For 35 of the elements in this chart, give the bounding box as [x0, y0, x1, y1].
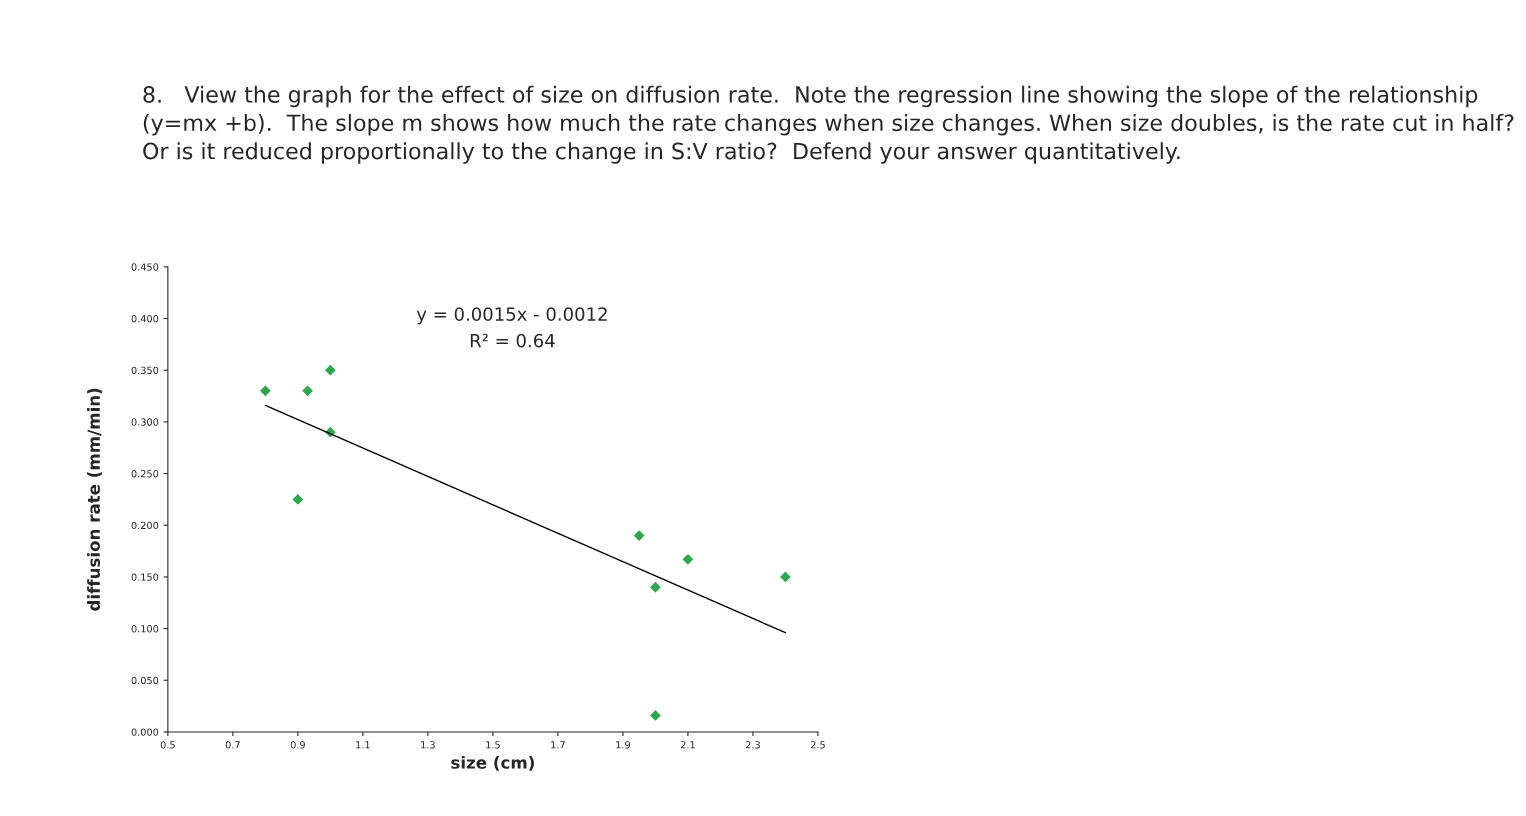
y-tick-label: 0.250	[131, 470, 159, 478]
x-tick-label: 1.7	[551, 741, 565, 749]
x-tick-label: 1.3	[421, 741, 435, 749]
x-tick-label: 1.1	[356, 741, 370, 749]
x-tick-label: 1.9	[616, 741, 630, 749]
y-tick-label: 0.150	[131, 573, 159, 581]
point	[325, 364, 336, 376]
point	[292, 494, 304, 505]
point	[650, 710, 661, 721]
y-tick-label: 0.200	[131, 521, 159, 530]
chart-title: 8. View the graph for the effect of size on diffusion rate. Note the regression line showing the slope of the relationship (y=mx +b). The slope m shows how much the rate changes when size changes. When size doubles, is the rate cut in half? Or is it reduced proportionally to the change in S:V ratio? Defend your answer quantitatively.	[143, 85, 1514, 164]
point	[682, 553, 694, 565]
y-tick-label: 0.300	[131, 418, 159, 426]
point	[650, 581, 661, 593]
x-tick-label: 2.3	[745, 741, 760, 749]
y-tick-label: 0.050	[131, 676, 159, 685]
point	[302, 385, 314, 397]
x-tick-label: 0.7	[225, 741, 240, 749]
x-tick-label: 0.9	[290, 741, 305, 749]
x-tick-label: 1.5	[486, 741, 500, 749]
x-tick-label: 2.1	[680, 741, 695, 749]
point	[259, 385, 271, 397]
x-axis-title: size (cm)	[451, 755, 534, 771]
x-tick-label: 2.5	[810, 741, 825, 749]
annotation: y = 0.0015x - 0.0012	[416, 307, 607, 325]
y-axis-title: diffusion rate (mm/min)	[87, 388, 102, 611]
point	[780, 571, 791, 583]
y-tick-label: 0.400	[131, 314, 159, 323]
y-tick-label: 0.100	[131, 625, 159, 633]
annotation: R² = 0.64	[470, 333, 555, 348]
y-tick-label: 0.350	[131, 366, 159, 375]
x-tick-label: 0.5	[160, 741, 175, 749]
y-tick-label: 0.450	[131, 263, 159, 271]
point	[633, 530, 645, 541]
y-tick-label: 0.000	[131, 728, 159, 736]
